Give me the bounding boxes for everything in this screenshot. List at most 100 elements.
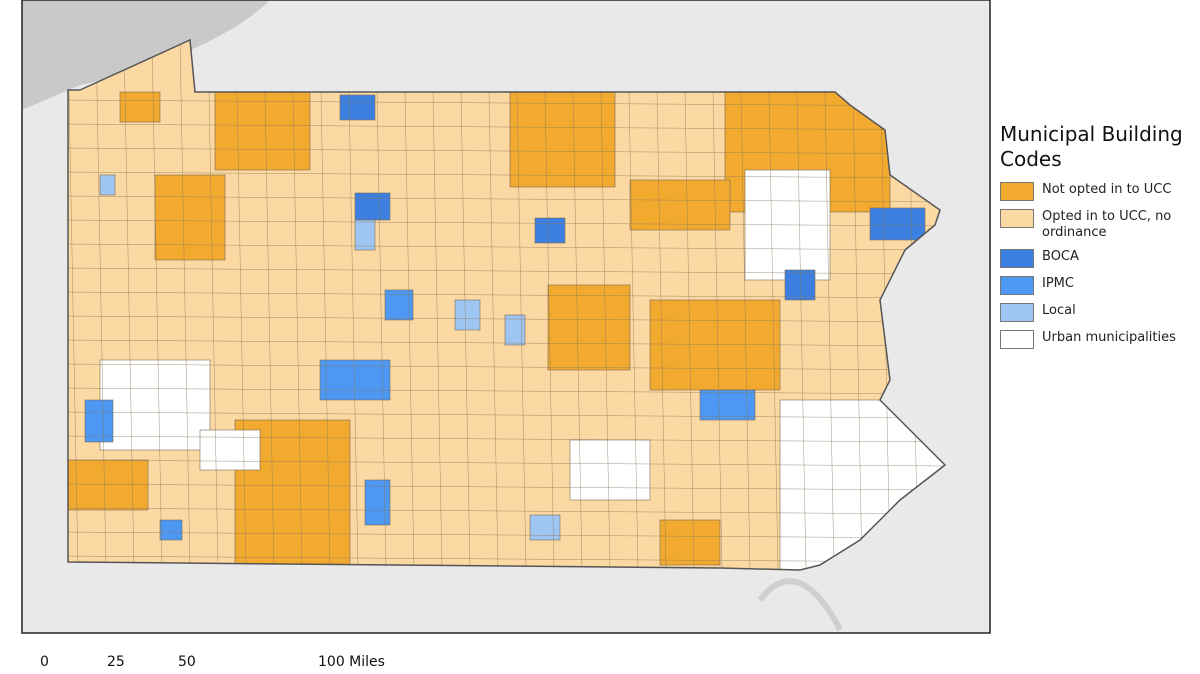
- municipality-area: [569, 439, 651, 501]
- boundary-line: [487, 40, 499, 570]
- boundary-line: [179, 40, 191, 570]
- boundary-line: [68, 435, 945, 443]
- legend-swatch: [1000, 182, 1034, 201]
- boundary-line: [431, 40, 443, 570]
- boundary-line: [68, 267, 945, 275]
- scale-label: 50: [178, 654, 196, 670]
- municipality-area: [154, 174, 226, 261]
- boundary-line: [767, 40, 779, 570]
- boundary-line: [459, 40, 471, 570]
- legend-item: IPMC: [1000, 276, 1190, 295]
- boundary-line: [68, 219, 945, 227]
- boundary-line: [68, 291, 945, 299]
- legend: Municipal Building Codes Not opted in to…: [1000, 122, 1190, 357]
- boundary-line: [68, 339, 945, 347]
- scale-label: 100 Miles: [318, 654, 385, 670]
- boundary-line: [543, 40, 555, 570]
- legend-swatch: [1000, 249, 1034, 268]
- legend-label: BOCA: [1042, 249, 1079, 264]
- legend-label: Not opted in to UCC: [1042, 182, 1172, 197]
- map-frame: [21, 0, 991, 634]
- municipality-area: [99, 359, 211, 451]
- municipality-area: [84, 399, 114, 443]
- boundary-line: [599, 40, 611, 570]
- legend-swatch: [1000, 303, 1034, 322]
- lake-erie: [22, 0, 270, 110]
- municipality-area: [509, 91, 616, 188]
- municipality-area: [354, 192, 391, 221]
- municipality-area: [869, 207, 926, 241]
- legend-label: Local: [1042, 303, 1076, 318]
- legend-label: Opted in to UCC, no ordinance: [1042, 209, 1172, 240]
- municipality-area: [354, 219, 376, 251]
- municipality-area: [119, 91, 161, 123]
- boundary-line: [823, 40, 835, 570]
- legend-swatch: [1000, 209, 1034, 228]
- river: [757, 578, 843, 632]
- boundary-line: [291, 40, 303, 570]
- boundary-line: [68, 147, 945, 155]
- boundary-line: [68, 411, 945, 419]
- boundary-line: [123, 40, 135, 570]
- municipality-area: [99, 174, 116, 196]
- municipality-area: [534, 217, 566, 244]
- boundary-line: [68, 555, 945, 563]
- municipality-area: [699, 389, 756, 421]
- boundary-line: [375, 40, 387, 570]
- boundary-line: [68, 195, 945, 203]
- boundary-line: [68, 483, 945, 491]
- municipality-area: [649, 299, 781, 391]
- boundary-line: [655, 40, 667, 570]
- boundary-line: [235, 40, 247, 570]
- legend-item: Opted in to UCC, no ordinance: [1000, 209, 1190, 241]
- legend-title: Municipal Building Codes: [1000, 122, 1183, 171]
- legend-item: Local: [1000, 303, 1190, 322]
- boundary-line: [515, 40, 527, 570]
- municipality-area: [504, 314, 526, 346]
- boundary-line: [151, 40, 163, 570]
- boundary-line: [627, 40, 639, 570]
- boundary-line: [95, 40, 107, 570]
- legend-item: Urban municipalities: [1000, 330, 1190, 349]
- municipality-area: [529, 514, 561, 541]
- boundary-line: [571, 40, 583, 570]
- boundary-line: [739, 40, 751, 570]
- boundary-line: [68, 531, 945, 539]
- boundary-line: [795, 40, 807, 570]
- boundary-line: [68, 123, 945, 131]
- boundary-line: [68, 507, 945, 515]
- boundary-line: [403, 40, 415, 570]
- scale-label: 25: [107, 654, 125, 670]
- municipality-area: [214, 91, 311, 171]
- boundary-line: [207, 40, 219, 570]
- municipality-area: [159, 519, 183, 541]
- municipality-area: [659, 519, 721, 566]
- boundary-line: [68, 459, 945, 467]
- scale-label: 0: [40, 654, 49, 670]
- legend-label: IPMC: [1042, 276, 1074, 291]
- boundary-line: [68, 387, 945, 395]
- municipality-area: [319, 359, 391, 401]
- municipality-area: [384, 289, 414, 321]
- municipality-area: [199, 429, 261, 471]
- boundary-line: [68, 363, 945, 371]
- municipality-area: [784, 269, 816, 301]
- boundary-line: [851, 40, 863, 570]
- municipality-area: [339, 94, 376, 121]
- boundary-line: [68, 171, 945, 179]
- legend-item: BOCA: [1000, 249, 1190, 268]
- municipalities: [68, 40, 945, 570]
- legend-swatch: [1000, 276, 1034, 295]
- legend-swatch: [1000, 330, 1034, 349]
- boundary-line: [68, 99, 945, 107]
- boundary-line: [263, 40, 275, 570]
- boundary-line: [68, 315, 945, 323]
- boundary-line: [68, 243, 945, 251]
- boundary-line: [347, 40, 359, 570]
- map: [21, 0, 991, 634]
- state-outline: [67, 38, 947, 571]
- municipality-area: [364, 479, 391, 526]
- municipality-area: [629, 179, 731, 231]
- municipality-area: [68, 459, 149, 511]
